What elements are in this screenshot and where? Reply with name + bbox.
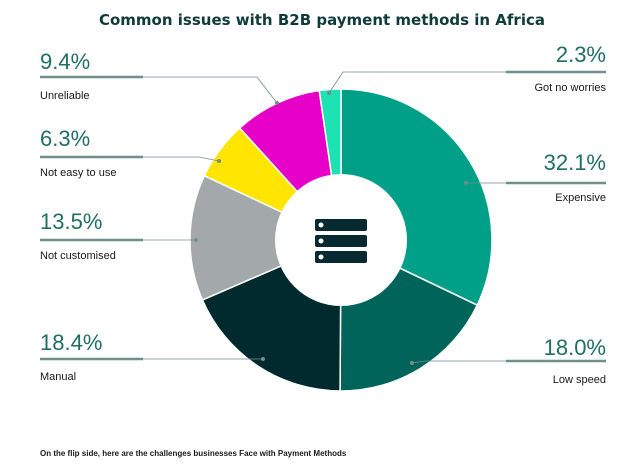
slice-not-customised [189, 174, 343, 301]
callout-unreliable: 9.4% Unreliable [40, 49, 279, 105]
slice-category-label: Low speed [553, 374, 606, 386]
slice-category-label: Not easy to use [40, 167, 116, 179]
callout-not-customised: 13.5% Not customised [40, 209, 198, 262]
callout-got-no-worries: 2.3% Got no worries [327, 42, 606, 95]
slice-category-label: Expensive [555, 192, 606, 204]
slice-category-label: Got no worries [534, 82, 606, 94]
chart-title: Common issues with B2B payment methods i… [99, 11, 545, 29]
slice-value-label: 9.4% [40, 49, 90, 74]
slice-category-label: Not customised [40, 250, 116, 262]
callout-not-easy-to-use: 6.3% Not easy to use [40, 126, 221, 179]
slice-category-label: Unreliable [40, 90, 90, 102]
slice-value-label: 18.0% [544, 335, 606, 360]
callout-manual: 18.4% Manual [40, 330, 265, 383]
callout-expensive: 32.1% Expensive [464, 150, 606, 204]
slice-category-label: Manual [40, 371, 76, 383]
slice-value-label: 2.3% [556, 42, 606, 67]
slice-value-label: 32.1% [544, 150, 606, 175]
slice-value-label: 13.5% [40, 209, 102, 234]
chart-footnote: On the flip side, here are the challenge… [40, 449, 347, 458]
server-stack-icon [315, 219, 367, 263]
slice-value-label: 18.4% [40, 330, 102, 355]
slice-value-label: 6.3% [40, 126, 90, 151]
callout-low-speed: 18.0% Low speed [410, 335, 606, 386]
